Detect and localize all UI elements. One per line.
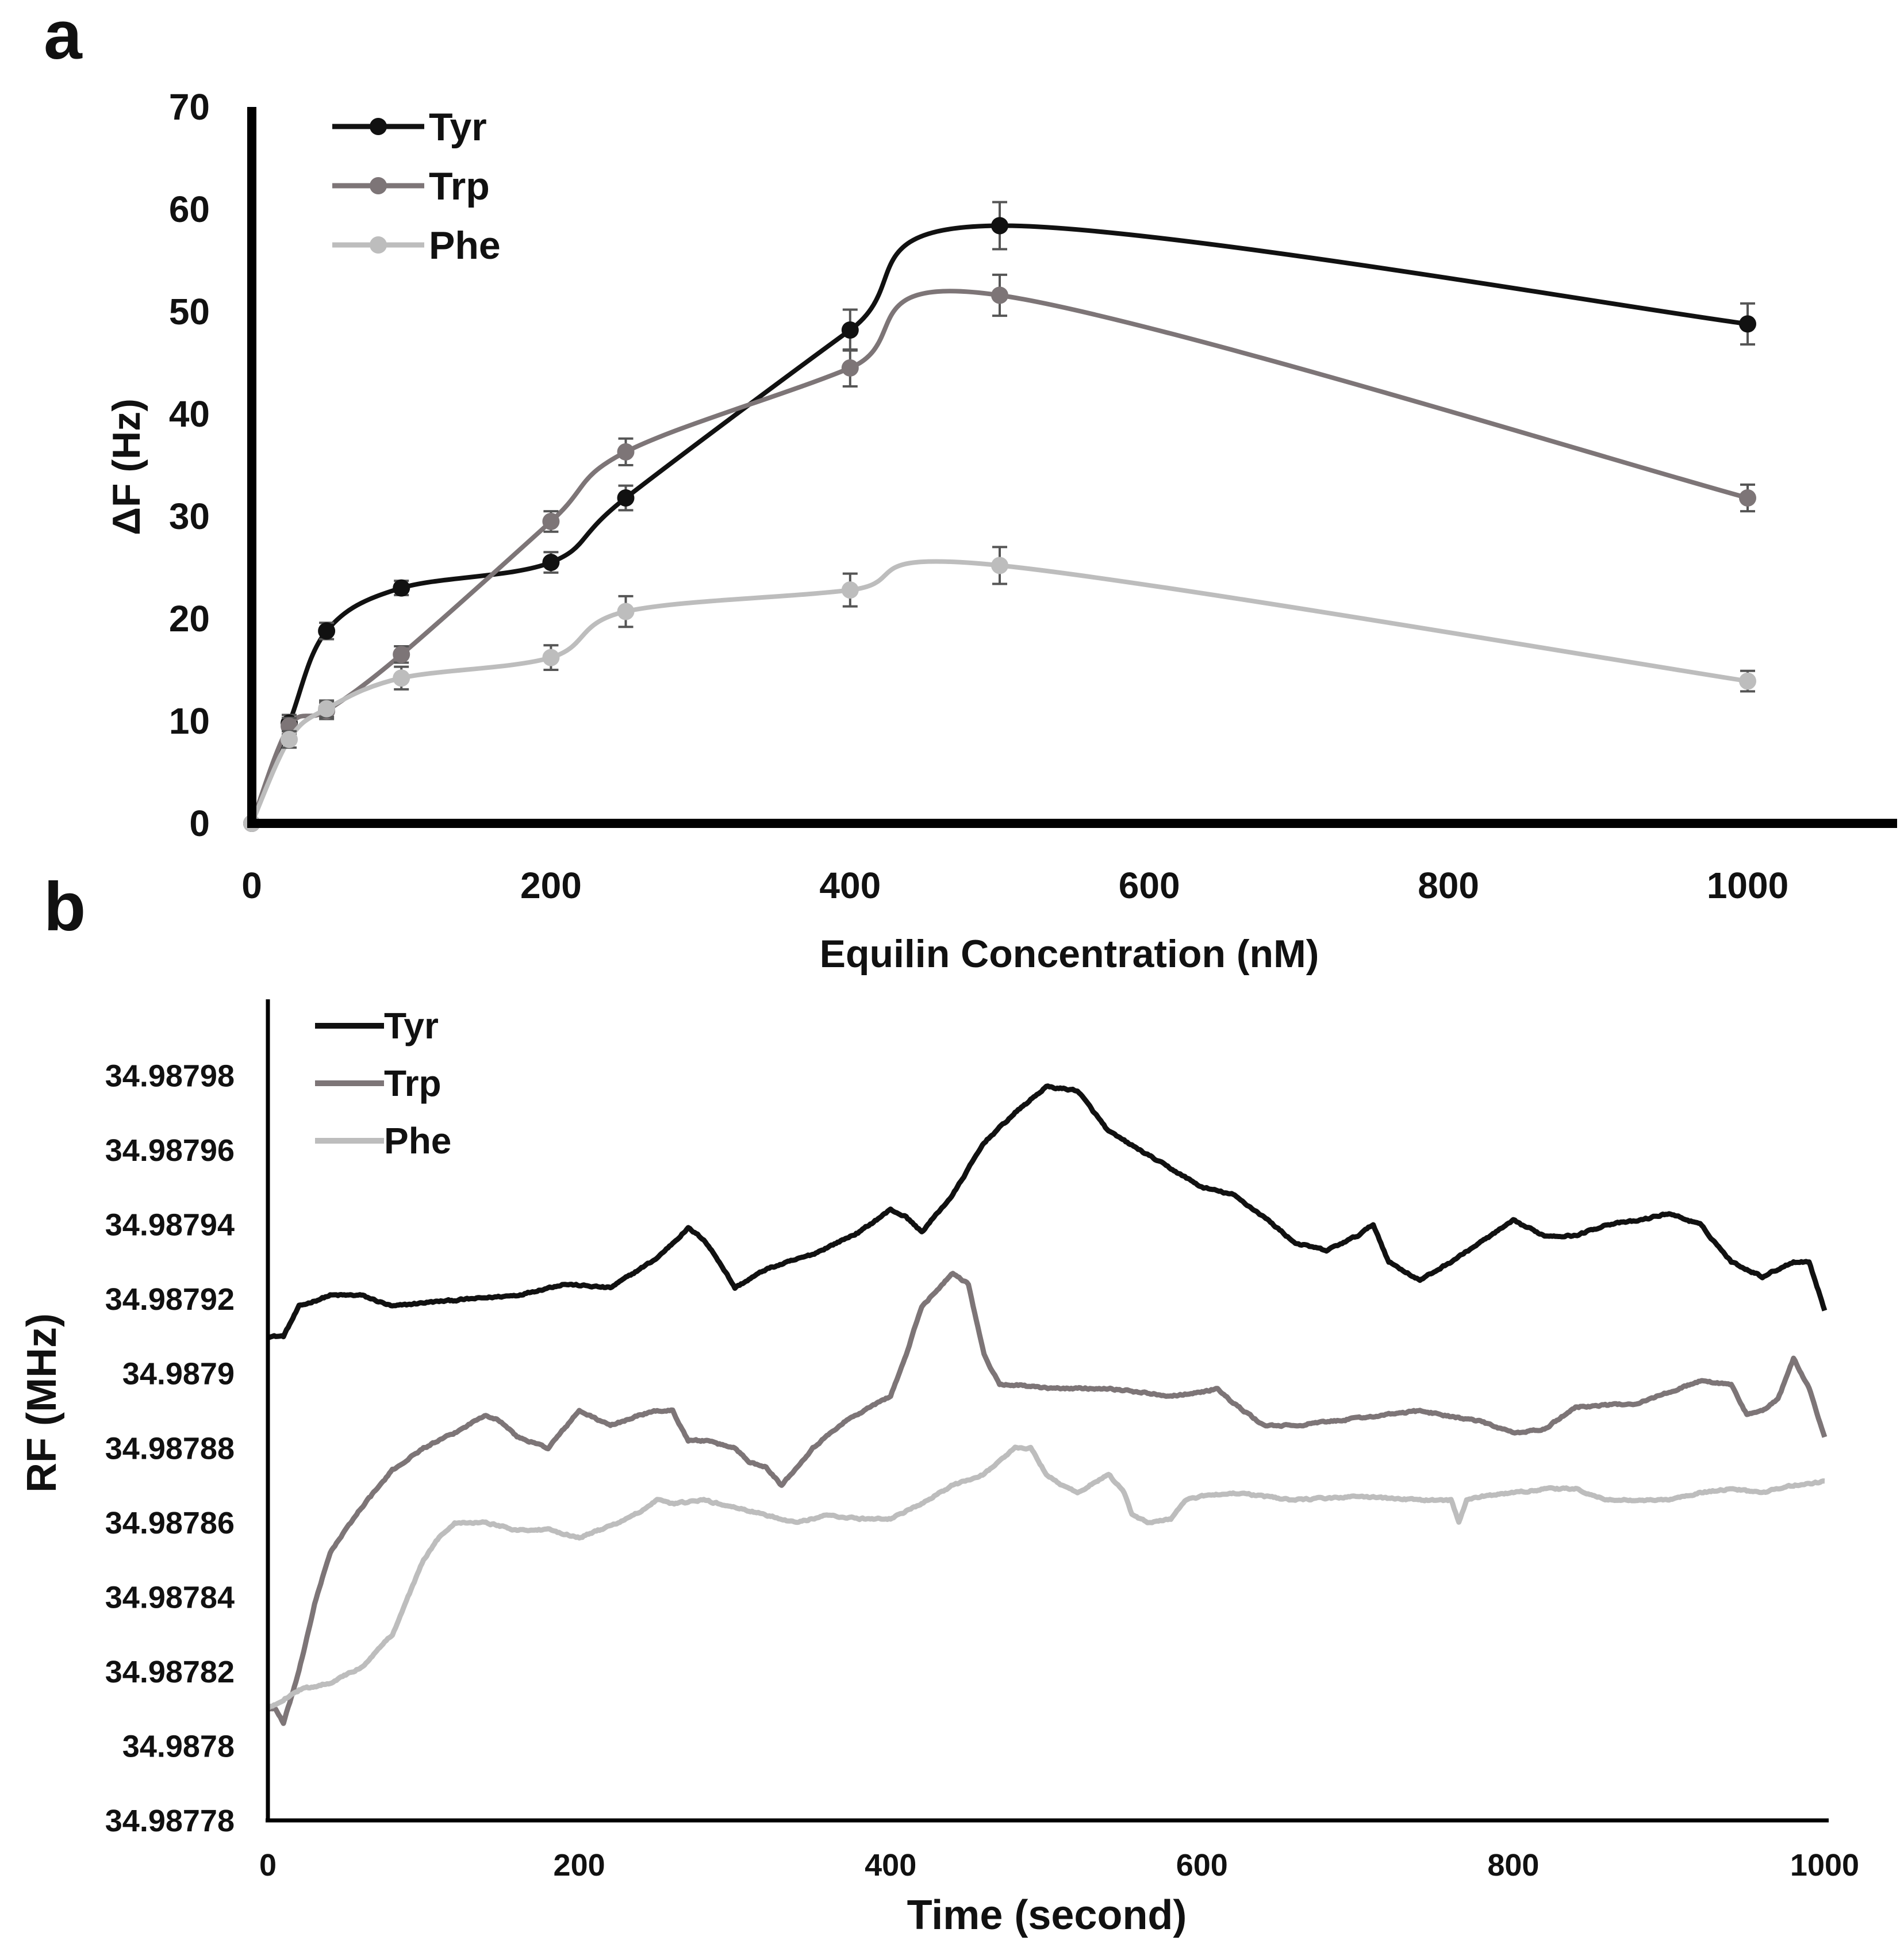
panel-b-legend-item-phe: Phe: [315, 1120, 451, 1161]
panel-a-data-point: [542, 554, 560, 572]
panel-a-legend-marker: [370, 118, 387, 135]
panel-a-data-point: [841, 321, 859, 339]
panel-a-x-tick-label: 800: [1418, 865, 1479, 906]
panel-a-legend-label: Phe: [429, 224, 501, 267]
panel-b-chart: 34.98778 34.9878 34.98782 34.98784 34.98786 3…: [19, 999, 1859, 1938]
panel-a-x-tick-label: 600: [1119, 865, 1180, 906]
panel-a-data-point: [1739, 672, 1756, 690]
panel-b-legend: Tyr Trp Phe: [315, 1005, 451, 1161]
panel-a-data-point: [393, 579, 410, 597]
panel-b-x-tick-label: 400: [865, 1848, 916, 1883]
panel-b-x-tick-label: 800: [1487, 1848, 1539, 1883]
panel-a-y-tick-label: 70: [169, 86, 210, 128]
panel-a-data-point: [991, 286, 1008, 304]
panel-b-y-tick-label: 34.98796: [105, 1133, 235, 1168]
panel-a-data-point: [281, 731, 298, 749]
panel-b-y-tick-label: 34.98782: [105, 1655, 235, 1689]
panel-b-x-tick-label: 1000: [1790, 1848, 1859, 1883]
panel-b-legend-item-tyr: Tyr: [315, 1005, 439, 1046]
panel-a-data-point: [617, 489, 635, 507]
panel-a-data-point: [318, 700, 336, 718]
panel-b-series: [266, 1083, 1828, 1726]
panel-a-label: a: [44, 0, 83, 74]
panel-a-y-tick-label: 0: [189, 803, 210, 844]
panel-b-x-axis-title: Time (second): [907, 1892, 1187, 1938]
panel-b-y-tick-label: 34.9878: [122, 1729, 235, 1763]
panel-a-x-tick-label: 1000: [1707, 865, 1788, 906]
panel-b-legend-label: Phe: [384, 1120, 451, 1161]
panel-a-y-tick-label: 40: [169, 393, 210, 435]
panel-a-data-point: [393, 669, 410, 687]
panel-a-x-tick-label: 400: [819, 865, 881, 906]
panel-a-legend-marker: [370, 177, 387, 194]
panel-a-series-phe: [243, 546, 1756, 832]
panel-a-data-point: [318, 622, 336, 640]
panel-a-y-tick-label: 20: [169, 598, 210, 639]
panel-a-data-point: [617, 603, 635, 620]
panel-b-y-axis-title: RF (MHz): [19, 1313, 65, 1493]
panel-a-x-tick-label: 200: [520, 865, 582, 906]
panel-a-legend: Tyr Trp Phe: [332, 105, 501, 267]
panel-b-y-tick-label: 34.98778: [105, 1804, 235, 1838]
panel-b-series-trp: [267, 1271, 1828, 1726]
panel-a-legend-label: Tyr: [429, 105, 487, 149]
panel-a-data-point: [617, 443, 635, 461]
panel-b-label: b: [44, 868, 86, 945]
panel-a-data-point: [841, 581, 859, 599]
panel-a-x-ticks: 0 200 400 600 800 1000: [241, 865, 1788, 906]
panel-b-x-tick-label: 200: [554, 1848, 605, 1883]
panel-a-data-point: [1739, 489, 1756, 507]
panel-a-data-point: [841, 359, 859, 377]
panel-a-y-tick-label: 30: [169, 496, 210, 537]
panel-b-y-tick-label: 34.98788: [105, 1431, 235, 1466]
panel-a-y-tick-label: 50: [169, 291, 210, 332]
panel-b-y-ticks: 34.98778 34.9878 34.98782 34.98784 34.98786 3…: [105, 1059, 235, 1838]
panel-b-legend-label: Tyr: [384, 1005, 439, 1046]
panel-a-data-point: [542, 649, 560, 666]
panel-a-series: [243, 201, 1756, 832]
panel-a-y-tick-label: 10: [169, 700, 210, 742]
panel-a-series-line: [249, 559, 1750, 826]
panel-a-x-tick-label: 0: [241, 865, 262, 906]
panel-a-y-axis-title: ΔF (Hz): [105, 398, 148, 535]
panel-a-data-point: [393, 646, 410, 664]
panel-b-legend-label: Trp: [384, 1063, 442, 1104]
panel-b-x-tick-label: 0: [259, 1848, 277, 1883]
panel-a-legend-item-trp: Trp: [332, 164, 490, 208]
panel-b-y-tick-label: 34.98786: [105, 1506, 235, 1540]
panel-a-data-point: [991, 557, 1008, 574]
panel-b-y-tick-label: 34.98792: [105, 1282, 235, 1317]
panel-b-y-tick-label: 34.9879: [122, 1357, 235, 1391]
panel-b-series-tyr: [267, 1083, 1828, 1340]
panel-b-y-tick-label: 34.98794: [105, 1208, 235, 1243]
panel-b-y-tick-label: 34.98798: [105, 1059, 235, 1094]
panel-a-series-line: [249, 223, 1750, 826]
panel-a-y-ticks: 0 10 20 30 40 50 60 70: [169, 86, 210, 844]
panel-a-data-point: [991, 217, 1008, 235]
panel-a-chart: 0 10 20 30 40 50 60 70 0 200 400 600 800 1000 Equili…: [105, 86, 1897, 976]
panel-a-y-tick-label: 60: [169, 189, 210, 230]
panel-b-legend-item-trp: Trp: [315, 1063, 442, 1104]
panel-a-legend-label: Trp: [429, 164, 490, 208]
panel-b-x-tick-label: 600: [1176, 1848, 1228, 1883]
panel-b-y-tick-label: 34.98784: [105, 1580, 235, 1615]
panel-a-x-axis-title: Equilin Concentration (nM): [820, 932, 1319, 976]
panel-b-series-phe: [266, 1444, 1826, 1711]
panel-a-legend-item-tyr: Tyr: [332, 105, 487, 149]
panel-a-legend-item-phe: Phe: [332, 224, 501, 267]
panel-a-legend-marker: [370, 236, 387, 254]
panel-a-data-point: [542, 512, 560, 530]
panel-a-data-point: [1739, 315, 1756, 333]
panel-b-x-ticks: 0 200 400 600 800 1000: [259, 1848, 1859, 1883]
